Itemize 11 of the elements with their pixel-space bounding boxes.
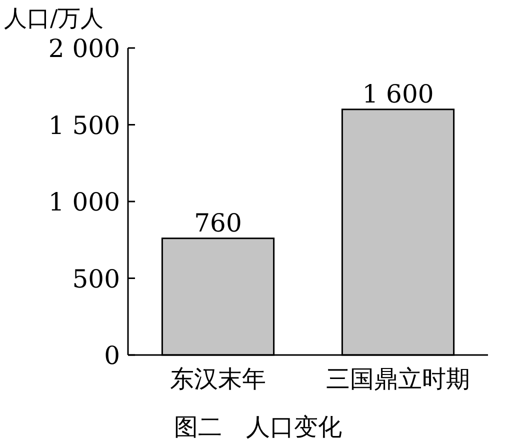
x-tick-label: 东汉末年: [170, 365, 266, 393]
y-tick-label: 0: [104, 341, 120, 370]
y-tick-label: 1 500: [48, 110, 120, 140]
y-tick-label: 1 000: [48, 188, 120, 216]
data-label: 1 600: [362, 79, 434, 108]
text: 图二 人口变化: [174, 413, 342, 441]
y-tick-label: 500: [72, 264, 120, 294]
y-tick-label: 2 000: [48, 34, 120, 63]
data-label: 760: [194, 208, 242, 238]
y-axis-title: 人口/万人: [4, 6, 104, 32]
x-tick-label: 三国鼎立时期: [326, 365, 470, 393]
